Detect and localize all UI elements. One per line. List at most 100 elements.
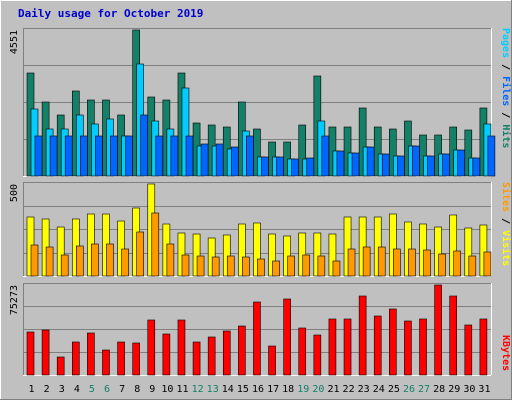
day-label-31: 31 xyxy=(478,384,490,395)
bar-sites-day-22 xyxy=(347,248,356,277)
bar-kbytes-day-28 xyxy=(434,284,442,376)
day-label-8: 8 xyxy=(134,384,140,395)
bar-pages-day-25 xyxy=(397,155,405,177)
day-label-24: 24 xyxy=(373,384,385,395)
bar-visits-day-30 xyxy=(464,227,473,277)
bar-kbytes-day-22 xyxy=(343,318,352,376)
day-label-17: 17 xyxy=(267,384,279,395)
bar-visits-day-19 xyxy=(298,232,307,277)
bar-kbytes-day-29 xyxy=(449,295,458,376)
bar-kbytes-day-6 xyxy=(102,349,110,376)
bar-kbytes-day-18 xyxy=(283,298,291,376)
bar-kbytes-day-14 xyxy=(222,330,231,376)
bar-sites-day-1 xyxy=(30,244,39,277)
day-label-19: 19 xyxy=(297,384,309,395)
day-label-6: 6 xyxy=(104,384,110,395)
bar-visits-day-21 xyxy=(328,233,337,277)
bar-pages-day-18 xyxy=(291,158,299,177)
bar-kbytes-day-24 xyxy=(373,315,382,376)
bar-kbytes-day-31 xyxy=(479,318,488,376)
bar-kbytes-day-4 xyxy=(71,341,80,376)
bar-sites-day-16 xyxy=(257,258,265,277)
day-label-11: 11 xyxy=(176,384,188,395)
day-label-26: 26 xyxy=(403,384,415,395)
bar-sites-day-4 xyxy=(75,245,84,277)
bar-visits-day-7 xyxy=(117,220,125,277)
bar-sites-day-8 xyxy=(136,231,144,277)
bar-pages-day-29 xyxy=(457,149,466,177)
bar-sites-day-7 xyxy=(121,248,129,277)
day-label-18: 18 xyxy=(282,384,294,395)
chart-panel-1: 500 Sites / Visits xyxy=(9,182,512,277)
bar-visits-day-24 xyxy=(373,216,382,277)
bar-visits-day-14 xyxy=(222,234,231,277)
bar-visits-day-25 xyxy=(389,213,397,277)
series-name-sites: Sites xyxy=(500,182,512,212)
bar-sites-day-5 xyxy=(91,243,99,277)
series-name-pages: Pages xyxy=(500,28,511,58)
y-max-label: 75273 xyxy=(9,285,20,315)
series-axis-label: Sites / Visits xyxy=(500,182,512,266)
day-label-23: 23 xyxy=(358,384,370,395)
bar-pages-day-11 xyxy=(185,135,194,177)
day-label-28: 28 xyxy=(433,384,445,395)
bar-kbytes-day-19 xyxy=(298,327,307,376)
bar-sites-day-10 xyxy=(166,243,175,277)
bar-sites-day-29 xyxy=(453,250,462,277)
bar-kbytes-day-12 xyxy=(192,341,201,376)
label-separator: / xyxy=(500,106,511,124)
chart-panel-2: 75273 KBytes xyxy=(9,283,511,376)
series-name-files: Files xyxy=(500,76,512,106)
bar-pages-day-10 xyxy=(170,135,179,177)
bar-sites-day-6 xyxy=(106,243,114,277)
bar-sites-day-23 xyxy=(362,246,371,277)
day-label-27: 27 xyxy=(418,384,430,395)
bar-kbytes-day-23 xyxy=(358,295,367,376)
bar-pages-day-6 xyxy=(110,135,118,177)
bar-kbytes-day-26 xyxy=(404,320,412,376)
bar-pages-day-15 xyxy=(246,135,254,177)
series-axis-label: Pages / Files / Hits xyxy=(500,28,512,148)
bar-files-day-11 xyxy=(181,87,190,177)
bar-visits-day-29 xyxy=(449,214,458,277)
bar-sites-day-28 xyxy=(438,253,446,277)
bar-kbytes-day-16 xyxy=(253,301,261,376)
day-label-29: 29 xyxy=(448,384,460,395)
bar-visits-day-20 xyxy=(313,232,322,277)
day-label-5: 5 xyxy=(89,384,95,395)
bar-kbytes-day-11 xyxy=(177,319,186,376)
bar-pages-day-24 xyxy=(381,153,390,177)
bar-sites-day-24 xyxy=(377,246,386,277)
day-label-7: 7 xyxy=(119,384,125,395)
bar-sites-day-20 xyxy=(317,255,326,277)
day-label-1: 1 xyxy=(29,384,35,395)
bar-sites-day-13 xyxy=(211,256,220,277)
bar-pages-day-17 xyxy=(276,156,284,177)
bar-kbytes-day-9 xyxy=(147,319,156,376)
day-label-12: 12 xyxy=(192,384,204,395)
bar-visits-day-31 xyxy=(479,224,488,277)
bar-sites-day-27 xyxy=(423,249,431,277)
day-label-22: 22 xyxy=(343,384,355,395)
bar-sites-day-15 xyxy=(242,256,250,277)
bar-pages-day-3 xyxy=(64,135,73,177)
label-separator: / xyxy=(500,58,511,76)
bar-pages-day-1 xyxy=(34,135,43,177)
bar-pages-day-30 xyxy=(472,157,481,177)
day-label-20: 20 xyxy=(312,384,324,395)
day-label-4: 4 xyxy=(74,384,80,395)
series-name-visits: Visits xyxy=(500,230,512,266)
bar-hits-day-25 xyxy=(389,128,397,177)
bar-sites-day-30 xyxy=(468,255,477,277)
bar-kbytes-day-8 xyxy=(132,342,140,376)
bar-sites-day-25 xyxy=(393,248,401,277)
bar-pages-day-31 xyxy=(487,135,496,177)
y-max-label: 4551 xyxy=(9,30,20,54)
day-label-14: 14 xyxy=(222,384,234,395)
y-max-label: 500 xyxy=(9,184,20,202)
bar-kbytes-day-17 xyxy=(268,345,276,376)
bar-kbytes-day-20 xyxy=(313,334,322,376)
bar-pages-day-12 xyxy=(200,143,209,177)
chart-panel-0: 4551 Pages / Files / Hits xyxy=(9,28,512,177)
